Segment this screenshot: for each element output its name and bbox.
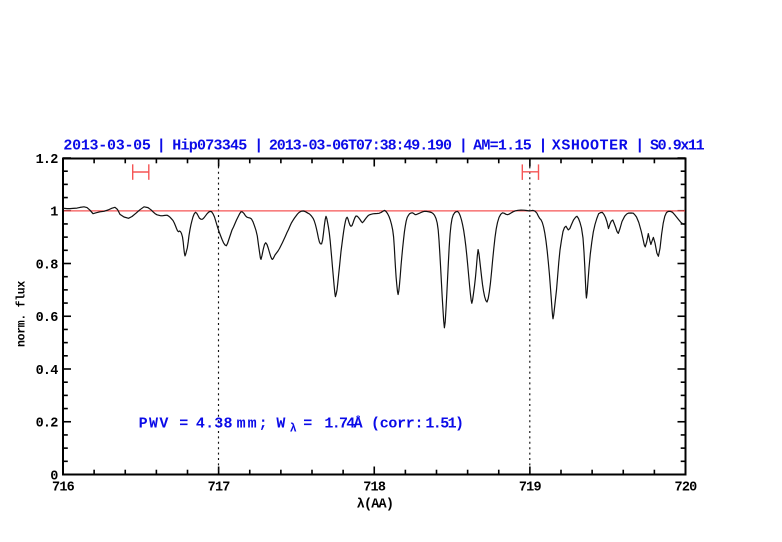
svg-text:0: 0 [50,469,58,484]
svg-text:719: 719 [519,481,542,496]
svg-text:0.6: 0.6 [36,311,59,326]
svg-text:λ(AA): λ(AA) [357,497,394,512]
svg-text:1: 1 [50,206,58,221]
svg-text:0.4: 0.4 [36,364,59,379]
svg-text:716: 716 [52,481,75,496]
svg-text:0.2: 0.2 [36,417,59,432]
svg-text:718: 718 [363,481,386,496]
svg-text:1.2: 1.2 [36,153,59,168]
svg-text:720: 720 [675,481,698,496]
svg-text:717: 717 [208,481,231,496]
svg-text:2013-03-05|Hip073345|2013-03-0: 2013-03-05 | Hip073345 | 2013-03-06T07:38:49… [63,138,704,155]
svg-text:norm. flux: norm. flux [16,281,29,347]
svg-text:0.8: 0.8 [36,258,59,273]
